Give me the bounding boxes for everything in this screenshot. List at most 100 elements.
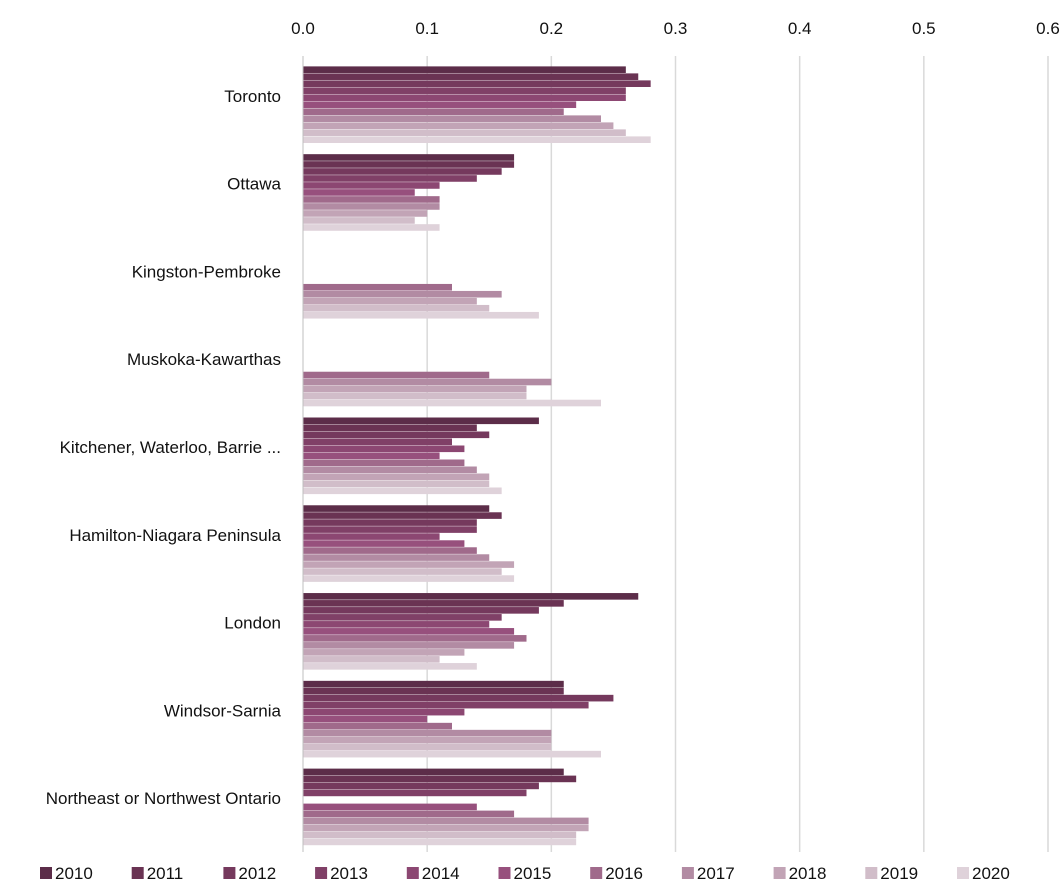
bar-2019 (303, 568, 502, 575)
category-label: Toronto (224, 87, 281, 106)
bar-2019 (303, 831, 577, 839)
legend-swatch-2011 (131, 867, 144, 879)
bar-2011 (303, 424, 477, 432)
bar-2015 (303, 452, 440, 460)
bar-2014 (303, 708, 465, 716)
legend-label-2011: 2011 (147, 864, 184, 883)
bar-2010 (303, 505, 490, 512)
y-axis-categories: Toronto Ottawa Kingston-Pembroke Muskoka-Ka… (46, 87, 282, 808)
bar-2016 (303, 810, 515, 818)
category-label: Kingston-Pembroke (132, 262, 281, 281)
bar-2014 (303, 182, 440, 189)
legend-label-2013: 2013 (330, 864, 368, 883)
bar-2014 (303, 621, 490, 628)
legend-swatch-2019 (865, 867, 878, 879)
bar-2020 (303, 750, 601, 758)
bar-2020 (303, 838, 577, 846)
bar-2011 (303, 161, 515, 168)
legend-swatch-2015 (498, 867, 511, 879)
bar-2019 (303, 392, 527, 400)
bar-2019 (303, 480, 490, 488)
bar-2017 (303, 115, 601, 122)
bar-2015 (303, 540, 465, 547)
bar-2012 (303, 694, 614, 702)
bar-2010 (303, 66, 626, 73)
legend-label-2020: 2020 (972, 864, 1010, 883)
legend-label-2015: 2015 (514, 864, 552, 883)
bar-2017 (303, 466, 477, 474)
bar-2019 (303, 656, 440, 663)
category-label: Kitchener, Waterloo, Barrie ... (60, 438, 281, 457)
legend-label-2016: 2016 (605, 864, 643, 883)
bar-2017 (303, 378, 552, 386)
bar-2020 (303, 575, 515, 582)
x-tick-label: 0.0 (291, 19, 315, 38)
bar-2018 (303, 824, 589, 832)
bar-2013 (303, 526, 477, 533)
bar-2018 (303, 297, 477, 305)
bar-2013 (303, 614, 502, 621)
bar-2013 (303, 87, 626, 94)
bar-2015 (303, 101, 577, 108)
bar-2014 (303, 533, 440, 540)
bar-2015 (303, 189, 415, 196)
bar-2020 (303, 399, 601, 407)
bar-2018 (303, 736, 552, 744)
bar-2016 (303, 547, 477, 554)
bar-2017 (303, 817, 589, 825)
bar-2018 (303, 122, 614, 129)
legend-swatch-2010 (40, 867, 52, 879)
category-label: London (224, 614, 281, 633)
category-label: Northeast or Northwest Ontario (46, 789, 281, 808)
bar-2013 (303, 438, 452, 446)
bar-2016 (303, 459, 465, 467)
bar-2012 (303, 607, 539, 614)
bar-2010 (303, 593, 639, 600)
bar-2011 (303, 73, 639, 80)
bar-2020 (303, 487, 502, 495)
bar-2011 (303, 512, 502, 519)
bar-2012 (303, 431, 490, 439)
bars (303, 66, 651, 846)
legend-label-2018: 2018 (789, 864, 827, 883)
bar-2016 (303, 108, 564, 115)
bar-2010 (303, 417, 539, 425)
bar-2017 (303, 203, 440, 210)
legend-label-2014: 2014 (422, 864, 460, 883)
category-label: Ottawa (227, 175, 281, 194)
bar-2015 (303, 803, 477, 811)
x-axis-ticks: 0.0 0.1 0.2 0.3 0.4 0.5 0.6 (291, 19, 1060, 38)
legend-label-2010: 2010 (55, 864, 93, 883)
bar-2020 (303, 136, 651, 143)
bar-2013 (303, 789, 527, 797)
bar-2018 (303, 385, 527, 393)
bar-2018 (303, 210, 428, 217)
bar-2017 (303, 554, 490, 561)
bar-2012 (303, 782, 539, 790)
x-tick-label: 0.6 (1036, 19, 1060, 38)
category-label: Hamilton-Niagara Peninsula (69, 526, 281, 545)
category-label: Muskoka-Kawarthas (127, 350, 281, 369)
bar-2017 (303, 290, 502, 298)
bar-2012 (303, 80, 651, 87)
bar-2012 (303, 168, 502, 175)
bar-2016 (303, 196, 440, 203)
bar-2011 (303, 687, 564, 695)
bar-2018 (303, 561, 515, 568)
x-tick-label: 0.5 (912, 19, 936, 38)
x-tick-label: 0.3 (664, 19, 688, 38)
x-tick-label: 0.2 (540, 19, 564, 38)
bar-2013 (303, 175, 477, 182)
bar-2016 (303, 635, 527, 642)
bar-2016 (303, 722, 452, 730)
bar-2014 (303, 94, 626, 101)
bar-2017 (303, 642, 515, 649)
legend-swatch-2013 (315, 867, 328, 879)
bar-2016 (303, 283, 452, 291)
legend-swatch-2012 (223, 867, 236, 879)
bar-2012 (303, 519, 477, 526)
bar-2016 (303, 371, 490, 379)
bar-2011 (303, 600, 564, 607)
bar-2017 (303, 729, 552, 737)
